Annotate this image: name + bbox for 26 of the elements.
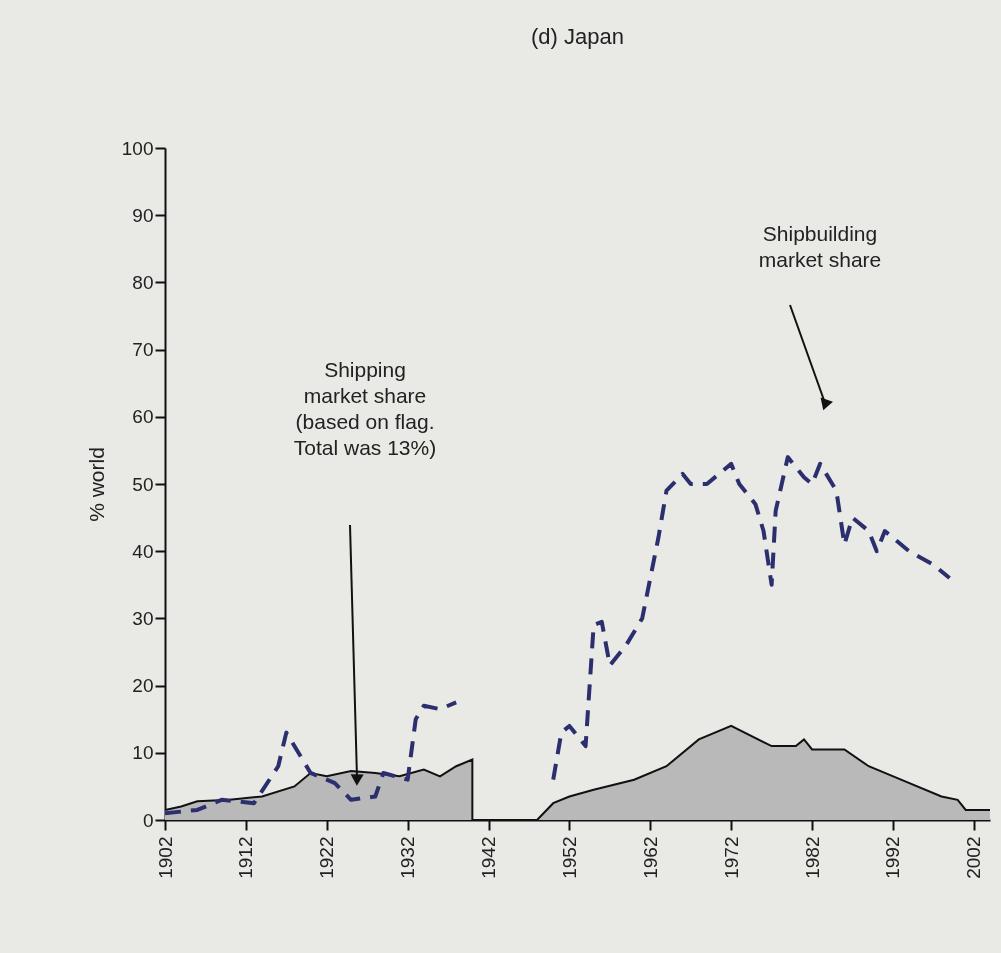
y-tick-label: 0 <box>142 809 154 831</box>
annotation: Shipbuilding market share <box>758 222 882 271</box>
y-tick-label: 30 <box>132 607 154 629</box>
x-tick-label: 1912 <box>235 836 257 879</box>
x-tick-label: 1932 <box>397 836 419 879</box>
x-tick-label: 1962 <box>639 836 661 879</box>
y-tick-label: 80 <box>132 271 154 293</box>
annotation: Shipping market share (based on flag. Total was 13%) <box>293 358 437 459</box>
x-tick-label: 1922 <box>316 836 338 879</box>
x-tick-label: 1992 <box>882 836 904 879</box>
chart-title: (d) Japan <box>531 24 624 49</box>
y-tick-label: 40 <box>132 540 154 562</box>
x-tick-label: 2002 <box>963 836 985 879</box>
y-tick-label: 10 <box>132 742 154 764</box>
y-tick-label: 90 <box>132 204 154 226</box>
x-tick-label: 1982 <box>801 836 823 879</box>
y-tick-label: 50 <box>132 473 154 495</box>
y-tick-label: 100 <box>121 137 154 159</box>
x-tick-label: 1952 <box>558 836 580 879</box>
x-tick-label: 1972 <box>720 836 742 879</box>
y-tick-label: 60 <box>132 406 154 428</box>
y-axis-title: % world <box>84 447 108 522</box>
y-tick-label: 70 <box>132 339 154 361</box>
y-tick-label: 20 <box>132 675 154 697</box>
x-tick-label: 1942 <box>478 836 500 879</box>
x-tick-label: 1902 <box>154 836 176 879</box>
